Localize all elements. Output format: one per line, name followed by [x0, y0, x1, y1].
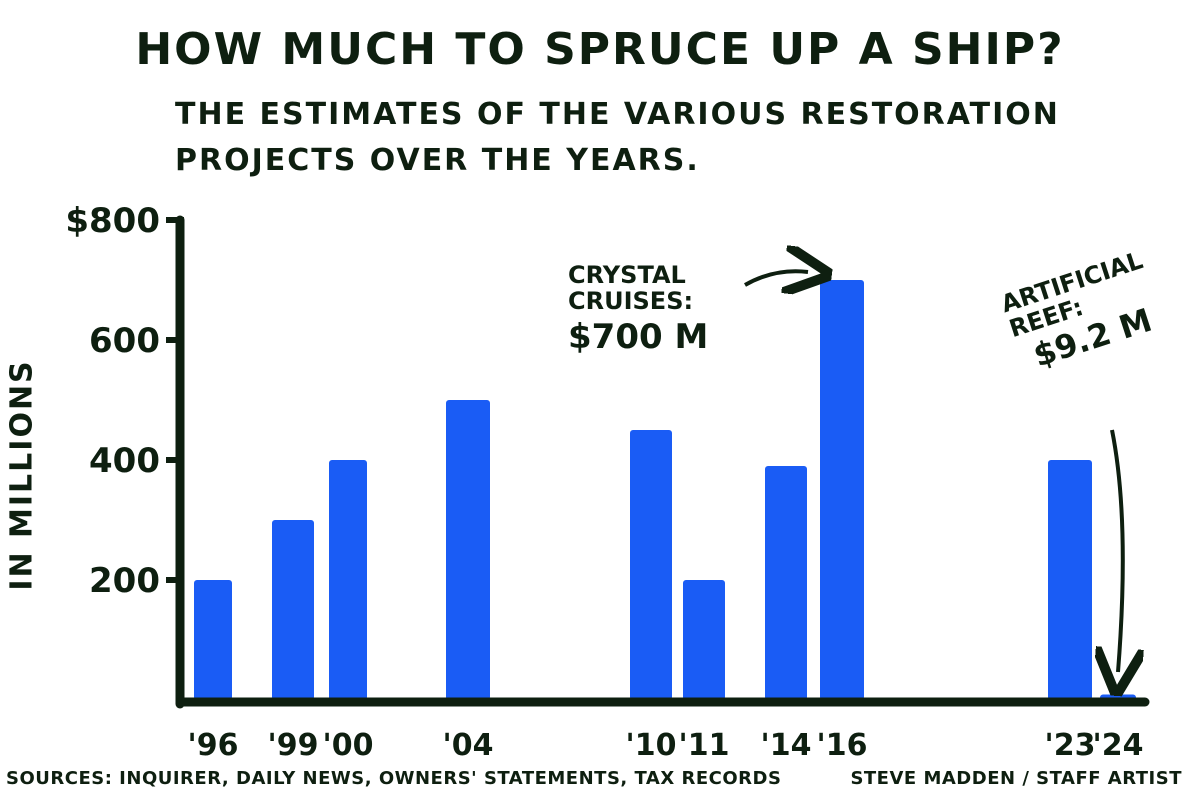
chart-title: How much to spruce up a ship?	[135, 24, 1065, 75]
bar-10	[630, 430, 672, 700]
y-tick-labels: 200 400 600 $800	[65, 201, 184, 601]
x-tick-labels: '96 '99'00 '04 '10'11 '14'16 '23'24	[188, 728, 1144, 763]
bar-23	[1048, 460, 1092, 700]
reef-arrow	[1112, 429, 1123, 672]
bar-99	[272, 520, 314, 700]
crystal-annotation: Crystal cruises: $700 m	[568, 262, 708, 356]
crystal-value: $700 m	[568, 316, 709, 357]
x-tick-label: '16	[817, 728, 868, 763]
x-tick-label: '14	[761, 728, 812, 763]
x-tick-label: '24	[1093, 728, 1144, 763]
crystal-line2: cruises:	[568, 287, 694, 316]
y-tick-label: 400	[89, 441, 160, 481]
bar-11	[683, 580, 725, 700]
y-tick-label: 600	[89, 321, 160, 361]
x-tick-label: '10	[626, 728, 677, 763]
x-tick-label: '23	[1045, 728, 1096, 763]
bar-04	[446, 400, 490, 700]
crystal-line1: Crystal	[568, 261, 686, 289]
sources-note: Sources: Inquirer, Daily News, owners' s…	[6, 768, 782, 789]
x-tick-label: '96	[188, 728, 239, 763]
bar-14	[765, 466, 807, 700]
x-tick-label: '00	[323, 728, 374, 763]
chart-subtitle: The estimates of the various restoration…	[175, 97, 1060, 178]
x-tick-label: '99	[268, 728, 319, 763]
x-tick-label: '11	[679, 728, 730, 763]
crystal-arrow	[744, 271, 808, 285]
x-tick-label: '04	[443, 728, 494, 763]
bar-96	[194, 580, 232, 700]
y-tick-label: $800	[65, 201, 160, 241]
bar-00	[329, 460, 367, 700]
bars-group	[194, 280, 1136, 701]
y-tick-label: 200	[89, 561, 160, 601]
artist-credit: Steve Madden / Staff Artist	[850, 768, 1182, 789]
bar-16	[820, 280, 864, 700]
